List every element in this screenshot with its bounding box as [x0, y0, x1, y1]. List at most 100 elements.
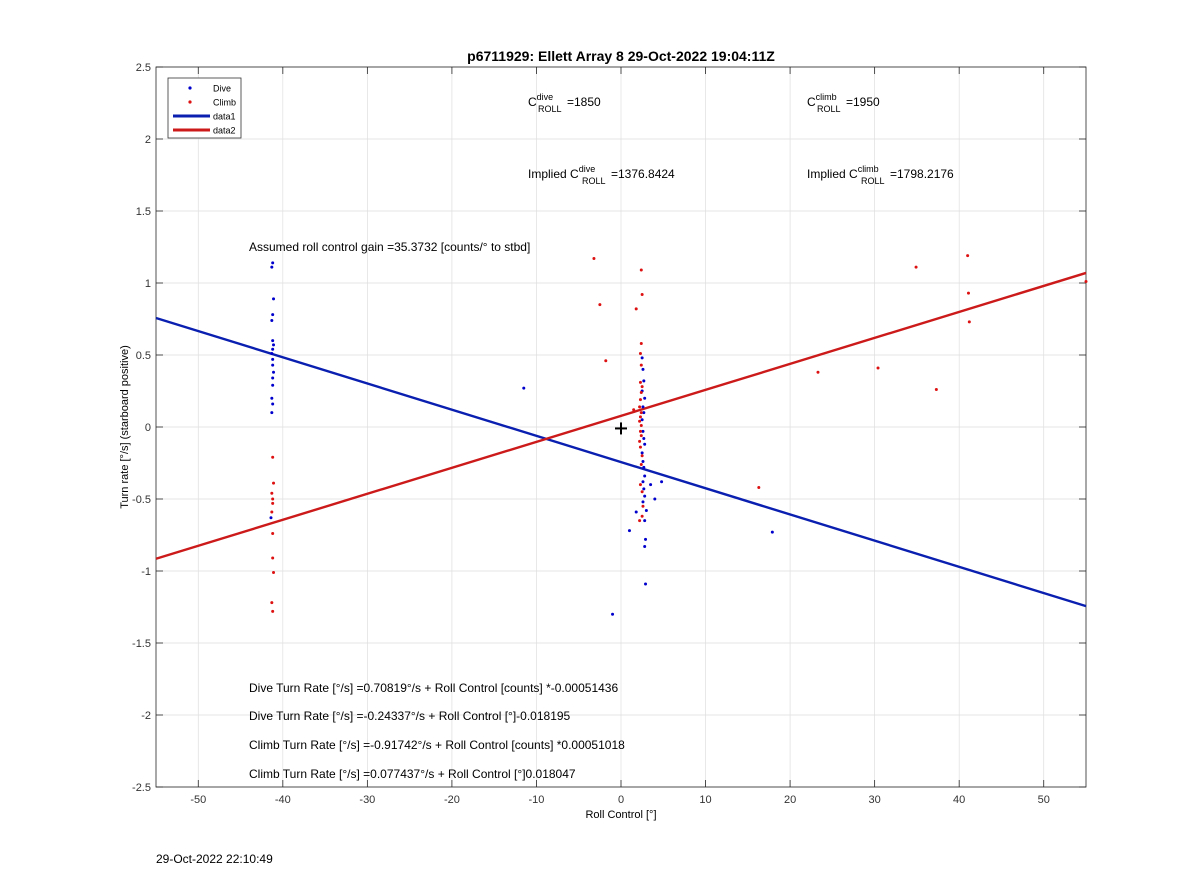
data-point-climb [640, 490, 644, 494]
data-point-climb [638, 483, 642, 487]
data-point-dive [770, 530, 774, 534]
data-point-dive [522, 386, 526, 390]
data-point-dive [270, 411, 274, 415]
data-point-climb [757, 485, 761, 489]
y-tick-label: 0.5 [136, 350, 151, 362]
data-point-climb [271, 532, 275, 536]
data-point-climb [270, 601, 274, 605]
data-point-dive [271, 402, 275, 406]
data-point-climb [639, 268, 643, 272]
implied-c-roll-dive-annotation: Implied Cdive ROLL =1376.8424 [528, 164, 675, 186]
data-point-climb [876, 366, 880, 370]
data-point-dive [270, 265, 274, 269]
legend-label-data2: data2 [213, 126, 236, 136]
data-point-climb [639, 411, 643, 415]
x-tick-label: 50 [1038, 794, 1050, 806]
data-point-dive [271, 261, 275, 265]
data-point-climb [639, 462, 643, 466]
data-point-climb [638, 380, 642, 384]
data-point-climb [934, 388, 938, 392]
data-point-climb [816, 370, 820, 374]
data-point-climb [272, 481, 276, 485]
data-point-climb [592, 257, 596, 261]
data-point-climb [271, 556, 275, 560]
equation-climb-counts: Climb Turn Rate [°/s] =-0.91742°/s + Rol… [249, 738, 625, 752]
data-point-dive [634, 510, 638, 514]
data-point-climb [638, 519, 642, 523]
data-point-climb [271, 609, 275, 613]
data-point-dive [271, 347, 275, 351]
axis-ticks: -50 -40 -30 -20 -10 0 10 20 30 40 50-2.5-2-1.5-1-0… [132, 62, 1086, 806]
data-point-climb [638, 419, 642, 423]
data-point-climb [270, 491, 274, 495]
data-point-dive [642, 437, 646, 441]
roll-gain-annotation: Assumed roll control gain =35.3732 [coun… [249, 240, 530, 254]
legend-label-dive: Dive [213, 84, 231, 94]
data-point-climb [638, 405, 642, 409]
data-point-dive [272, 297, 276, 301]
x-tick-label: 30 [869, 794, 881, 806]
data-point-dive [640, 356, 644, 360]
data-point-dive [649, 483, 653, 487]
data-point-dive [643, 545, 647, 549]
data-point-dive [643, 494, 647, 498]
y-tick-label: -2 [141, 710, 151, 722]
data-point-dive [641, 429, 645, 433]
data-point-dive [271, 357, 275, 361]
data-point-dive [627, 529, 631, 533]
data-point-dive [272, 370, 276, 374]
data-point-climb [640, 514, 644, 518]
y-tick-label: -0.5 [132, 494, 151, 506]
data-point-climb [640, 454, 644, 458]
data-point-climb [639, 390, 643, 394]
data-series [155, 254, 1088, 616]
legend-marker-dive [188, 86, 192, 90]
data-point-climb [914, 265, 918, 269]
fit-line-data2 [155, 271, 1087, 560]
y-tick-label: 2.5 [136, 62, 151, 74]
data-point-dive [643, 474, 647, 478]
x-tick-label: -10 [529, 794, 545, 806]
data-point-dive [642, 379, 646, 383]
data-point-climb [638, 439, 642, 443]
data-point-climb [967, 320, 971, 324]
equation-climb-degrees: Climb Turn Rate [°/s] =0.077437°/s + Rol… [249, 767, 576, 781]
equation-dive-degrees: Dive Turn Rate [°/s] =-0.24337°/s + Roll… [249, 709, 571, 723]
data-point-dive [270, 352, 274, 356]
y-axis-label: Turn rate [°/s] (starboard positive) [119, 345, 131, 509]
data-point-dive [641, 500, 645, 504]
equation-dive-counts: Dive Turn Rate [°/s] =0.70819°/s + Roll … [249, 681, 618, 695]
x-tick-label: -40 [275, 794, 291, 806]
chart-title: p6711929: Ellett Array 8 29-Oct-2022 19:… [467, 48, 775, 64]
data-point-climb [640, 385, 644, 389]
y-tick-label: -2.5 [132, 782, 151, 794]
x-axis-label: Roll Control [°] [585, 809, 656, 821]
legend-label-climb: Climb [213, 98, 236, 108]
y-tick-label: 2 [145, 134, 151, 146]
data-point-climb [632, 408, 636, 412]
data-point-climb [1084, 280, 1088, 284]
data-point-climb [638, 352, 642, 356]
data-point-dive [644, 509, 648, 513]
legend-label-data1: data1 [213, 112, 236, 122]
data-point-dive [270, 396, 274, 400]
y-tick-label: -1 [141, 566, 151, 578]
print-timestamp: 29-Oct-2022 22:10:49 [156, 852, 273, 866]
implied-c-roll-climb-annotation: Implied Cclimb ROLL =1798.2176 [807, 164, 954, 186]
legend-marker-climb [188, 100, 192, 104]
data-point-dive [644, 582, 648, 586]
data-point-dive [641, 367, 645, 371]
data-point-climb [639, 363, 643, 367]
data-point-dive [641, 460, 645, 464]
legend-entries: Dive Climb data1 data2 [173, 84, 236, 136]
data-point-dive [644, 537, 648, 541]
data-point-dive [640, 451, 644, 455]
data-point-dive [660, 480, 664, 484]
x-tick-label: 0 [618, 794, 624, 806]
y-tick-label: -1.5 [132, 638, 151, 650]
data-point-dive [642, 465, 646, 469]
data-point-dive [271, 313, 275, 317]
y-tick-label: 0 [145, 422, 151, 434]
data-point-dive [641, 405, 645, 409]
